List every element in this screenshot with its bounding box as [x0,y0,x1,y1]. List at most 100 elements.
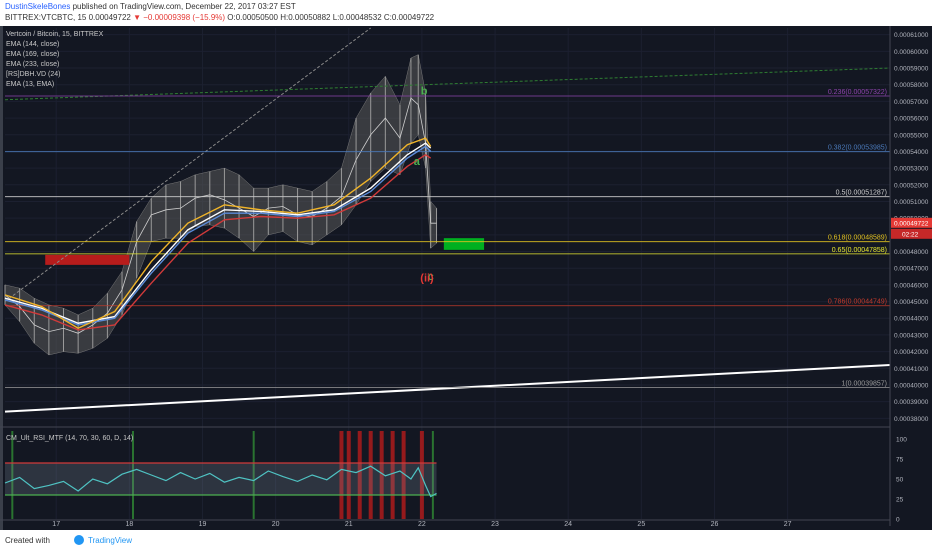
fib-level-label: 0.382(0.00053985) [828,145,887,152]
tradingview-link[interactable]: TradingView [88,536,133,545]
ohlc-values: O:0.00050500 H:0.00050882 L:0.00048532 C… [225,13,435,22]
fib-level-label: 0.786(0.00044749) [828,299,887,306]
rsi-oversold-bar [131,431,134,519]
tradingview-logo-icon [74,535,84,545]
rsi-overbought-bar [339,431,344,519]
time-tick-label: 23 [491,521,499,528]
price-tick-label: 0.00051000 [894,199,929,206]
price-tick-label: 0.00061000 [894,32,929,39]
price-tick-label: 0.00054000 [894,149,929,156]
price-chart[interactable]: 0.236(0.00057322) 0.382(0.00053985) 0.5(0.… [0,26,932,530]
price-tick-label: 0.00060000 [894,49,929,56]
timer-badge-label: 02:22 [902,231,919,238]
price-tick-label: 0.00052000 [894,182,929,189]
created-with-text: Created with [5,536,50,545]
time-tick-label: 18 [125,521,133,528]
price-change: ▼ −0.00009398 (−15.9%) [133,13,226,22]
time-tick-label: 27 [784,521,792,528]
price-tick-label: 0.00040000 [894,382,929,389]
rsi-overbought-bar [357,431,362,519]
header: DustinSkeleBones published on TradingVie… [0,0,932,26]
publish-line: DustinSkeleBones published on TradingVie… [5,2,296,11]
timer-badge [891,228,932,239]
wave-label: c [428,271,434,283]
time-tick-label: 20 [272,521,280,528]
price-tick-label: 0.00044000 [894,316,929,323]
legend-entry: Vertcoin / Bitcoin, 15, BITTREX [6,31,104,38]
legend-entry: EMA (233, close) [6,61,59,68]
rsi-line [4,465,437,498]
price-tick-label: 0.00038000 [894,416,929,423]
target-zone [443,238,485,250]
time-tick-label: 22 [418,521,426,528]
price-tick-label: 0.00046000 [894,282,929,289]
time-tick-label: 25 [637,521,645,528]
price-tick-label: 0.00059000 [894,66,929,73]
price-tick-label: 0.00058000 [894,82,929,89]
ema-line [4,137,432,330]
rsi-legend: CM_Ult_RSI_MTF (14, 70, 30, 60, D, 14) [6,435,133,442]
fib-level-label: 1(0.00039857) [841,380,887,387]
supply-zone [45,254,130,265]
rsi-oversold-bar [252,431,255,519]
price-tick-label: 0.00047000 [894,266,929,273]
price-tick-label: 0.00039000 [894,399,929,406]
price-tick-label: 0.00057000 [894,99,929,106]
fib-level-label: 0.236(0.00057322) [828,89,887,96]
symbol-price: BITTREX:VTCBTC, 15 0.00049722 [5,13,131,22]
rsi-overbought-bar [401,431,406,519]
rsi-overbought-bar [346,431,351,519]
price-tick-label: 0.00048000 [894,249,929,256]
ema-line [4,145,432,326]
wave-label: a [414,156,421,168]
price-tick-label: 0.00042000 [894,349,929,356]
rsi-tick-label: 75 [896,457,904,464]
trendline [4,67,891,101]
price-tick-label: 0.00041000 [894,366,929,373]
price-tick-label: 0.00053000 [894,166,929,173]
trendline [4,363,891,413]
ema-line [4,153,432,331]
rsi-tick-label: 100 [896,437,907,444]
rsi-overbought-bar [368,431,373,519]
chart-area[interactable]: 0.236(0.00057322) 0.382(0.00053985) 0.5(0.… [0,26,932,530]
footer: Created with TradingView [0,531,932,550]
rsi-tick-label: 25 [896,497,904,504]
wave-label: b [421,86,428,98]
left-edge [0,26,3,530]
rsi-band [5,463,437,495]
legend-entry: EMA (144, close) [6,41,59,48]
rsi-overbought-bar [379,431,384,519]
rsi-oversold-bar [431,431,434,519]
rsi-overbought-bar [419,431,424,519]
time-tick-label: 21 [345,521,353,528]
trendline [4,27,372,302]
price-tick-label: 0.00056000 [894,116,929,123]
price-tick-label: 0.00045000 [894,299,929,306]
publish-info: published on TradingView.com, December 2… [70,2,296,11]
fib-level-label: 0.5(0.00051287) [836,190,887,197]
fib-level-label: 0.65(0.00047858) [832,247,887,254]
price-close-line [4,97,437,334]
legend-entry: [RS]DBH.VD (24) [6,71,60,78]
legend-entry: EMA (13, EMA) [6,81,54,88]
time-tick-label: 19 [199,521,207,528]
wave-label: (ii) [420,273,434,285]
symbol-line: BITTREX:VTCBTC, 15 0.00049722 ▼ −0.00009… [5,13,434,22]
price-badge-label: 0.00049722 [894,220,929,227]
legend-entry: EMA (169, close) [6,51,59,58]
time-tick-label: 24 [564,521,572,528]
rsi-tick-label: 0 [896,517,900,524]
price-badge [891,217,932,228]
price-tick-label: 0.00055000 [894,132,929,139]
author-link[interactable]: DustinSkeleBones [5,2,71,11]
time-tick-label: 17 [52,521,60,528]
fib-level-label: 0.618(0.00048589) [828,235,887,242]
rsi-oversold-bar [11,431,14,519]
rsi-overbought-bar [390,431,395,519]
time-tick-label: 26 [711,521,719,528]
ema-line [4,142,432,324]
indicator-legend: Vertcoin / Bitcoin, 15, BITTREX EMA (144,… [6,31,104,88]
price-tick-label: 0.00043000 [894,332,929,339]
rsi-tick-label: 50 [896,477,904,484]
